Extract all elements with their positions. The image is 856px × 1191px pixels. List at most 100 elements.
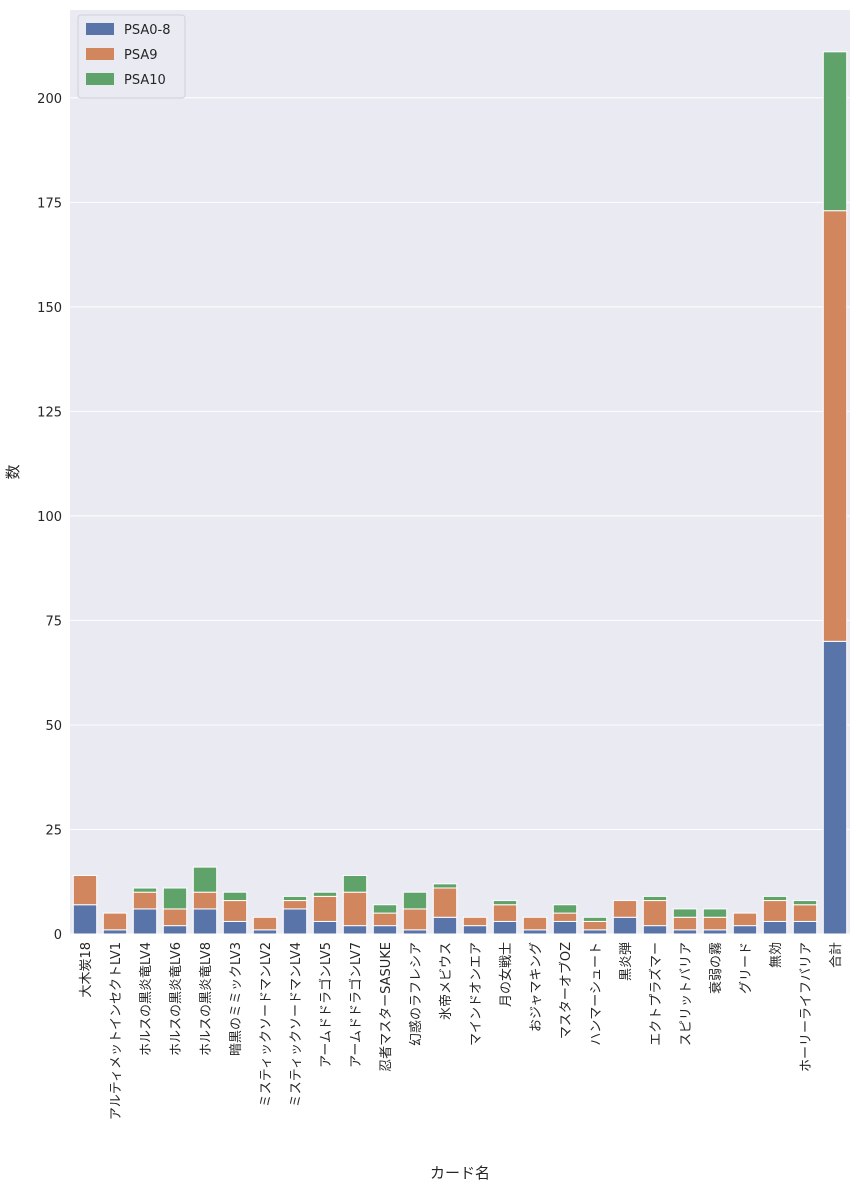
bar-segment [762, 900, 788, 922]
x-tick-label: ホルスの黒炎竜LV4 [139, 942, 154, 1056]
x-tick-label: スピリットバリア [679, 942, 694, 1046]
x-tick-label: 衰弱の霧 [708, 942, 724, 994]
y-axis-title: 数 [4, 464, 22, 479]
legend-label: PSA9 [124, 48, 158, 63]
x-tick-label: 大木炭18 [79, 942, 94, 998]
bar-segment [222, 891, 248, 902]
bar-segment [582, 920, 608, 931]
bar-segment [192, 908, 218, 935]
x-tick-label: マスターオブOZ [558, 942, 574, 1039]
x-tick-label: ミスティックソードマンLV4 [289, 942, 304, 1107]
bar-segment [702, 908, 728, 918]
x-tick-label: グリード [739, 942, 754, 994]
bar-segment [702, 929, 728, 935]
bar-segment [402, 908, 428, 931]
bar-segment [432, 883, 458, 889]
x-tick-label: アームドドラゴンLV5 [318, 942, 334, 1068]
y-tick-label: 100 [37, 510, 62, 525]
bar-segment [492, 900, 518, 906]
bar-segment [762, 920, 788, 935]
bar-segment [732, 912, 758, 927]
bar-segment [792, 920, 818, 935]
bar-segment [222, 920, 248, 935]
legend-swatch [86, 48, 114, 60]
x-tick-label: 幻惑のラフレシア [408, 942, 424, 1046]
x-tick-label: おジャマキング [529, 942, 544, 1032]
bar-segment [72, 874, 98, 906]
bar-segment [762, 895, 788, 902]
x-tick-label: ホーリーライフバリア [799, 942, 814, 1072]
legend: PSA0-8 PSA9 PSA10 [77, 14, 186, 99]
bar-segment [642, 900, 668, 927]
bar-segment [642, 925, 668, 935]
bar-segment [72, 904, 98, 935]
x-tick-label: ハンマーシュート [589, 942, 604, 1046]
bar-segment [342, 891, 368, 927]
bar-segment [162, 908, 188, 927]
y-axis-ticks: 0 25 50 75 100 125 150 175 200 [37, 92, 62, 943]
bar-segment [792, 904, 818, 922]
bar-segment [582, 929, 608, 935]
bar-segment [162, 925, 188, 935]
bar-segment [192, 866, 218, 893]
x-tick-label: エクトプラズマー [648, 942, 664, 1046]
bar-segment [162, 887, 188, 910]
x-tick-label: ホルスの黒炎竜LV6 [169, 942, 184, 1056]
x-tick-label: ミスティックソードマンLV2 [259, 942, 274, 1107]
bar-segment [342, 874, 368, 893]
bar-segment [372, 912, 398, 927]
bar-segment [312, 891, 338, 897]
x-tick-label: ホルスの黒炎竜LV8 [199, 942, 214, 1056]
legend-label: PSA0-8 [124, 23, 170, 38]
x-tick-label: 黒炎弾 [619, 942, 634, 981]
bar-segment [102, 929, 128, 935]
bar-segment [282, 895, 308, 902]
bar-segment [252, 916, 278, 931]
bar-segment [672, 929, 698, 935]
y-tick-label: 125 [37, 405, 62, 420]
x-tick-label: 合計 [828, 942, 844, 968]
y-tick-label: 0 [54, 928, 62, 943]
x-tick-label: アルティメットインセクトLV1 [109, 942, 124, 1120]
bar-segment [582, 916, 608, 922]
bar-segment [672, 916, 698, 931]
bar-segment [372, 904, 398, 914]
bar-segment [432, 916, 458, 935]
x-tick-label: アームドドラゴンLV7 [348, 942, 364, 1068]
x-tick-label: 暗黒のミミックLV3 [229, 942, 244, 1056]
x-tick-label: 月の女戦士 [498, 942, 514, 1007]
x-tick-label: 無効 [769, 942, 784, 968]
bar-segment [822, 210, 848, 642]
bar-segment [672, 908, 698, 918]
bar-segment [372, 925, 398, 935]
y-tick-label: 75 [45, 614, 62, 629]
bars [72, 51, 848, 935]
bar-segment [312, 895, 338, 922]
bar-segment [702, 916, 728, 931]
bar-segment [552, 912, 578, 922]
bar-segment [342, 925, 368, 935]
bar-segment [822, 640, 848, 935]
bar-segment [402, 929, 428, 935]
bar-segment [822, 51, 848, 212]
bar-segment [612, 916, 638, 935]
x-axis-title: カード名 [430, 1164, 490, 1182]
legend-swatch [86, 23, 114, 35]
legend-label: PSA10 [124, 73, 166, 88]
bar-segment [642, 895, 668, 902]
bar-segment [132, 891, 158, 910]
bar-segment [612, 900, 638, 918]
y-tick-label: 175 [37, 196, 62, 211]
x-tick-label: 氷帝メビウス [438, 942, 454, 1020]
bar-segment [282, 908, 308, 935]
bar-segment [192, 891, 218, 910]
bar-segment [732, 925, 758, 935]
y-tick-label: 50 [45, 719, 62, 734]
bar-segment [552, 904, 578, 914]
bar-segment [552, 920, 578, 935]
bar-segment [132, 887, 158, 893]
y-tick-label: 150 [37, 301, 62, 316]
x-tick-label: マインドオンエア [469, 942, 484, 1046]
bar-segment [792, 900, 818, 906]
